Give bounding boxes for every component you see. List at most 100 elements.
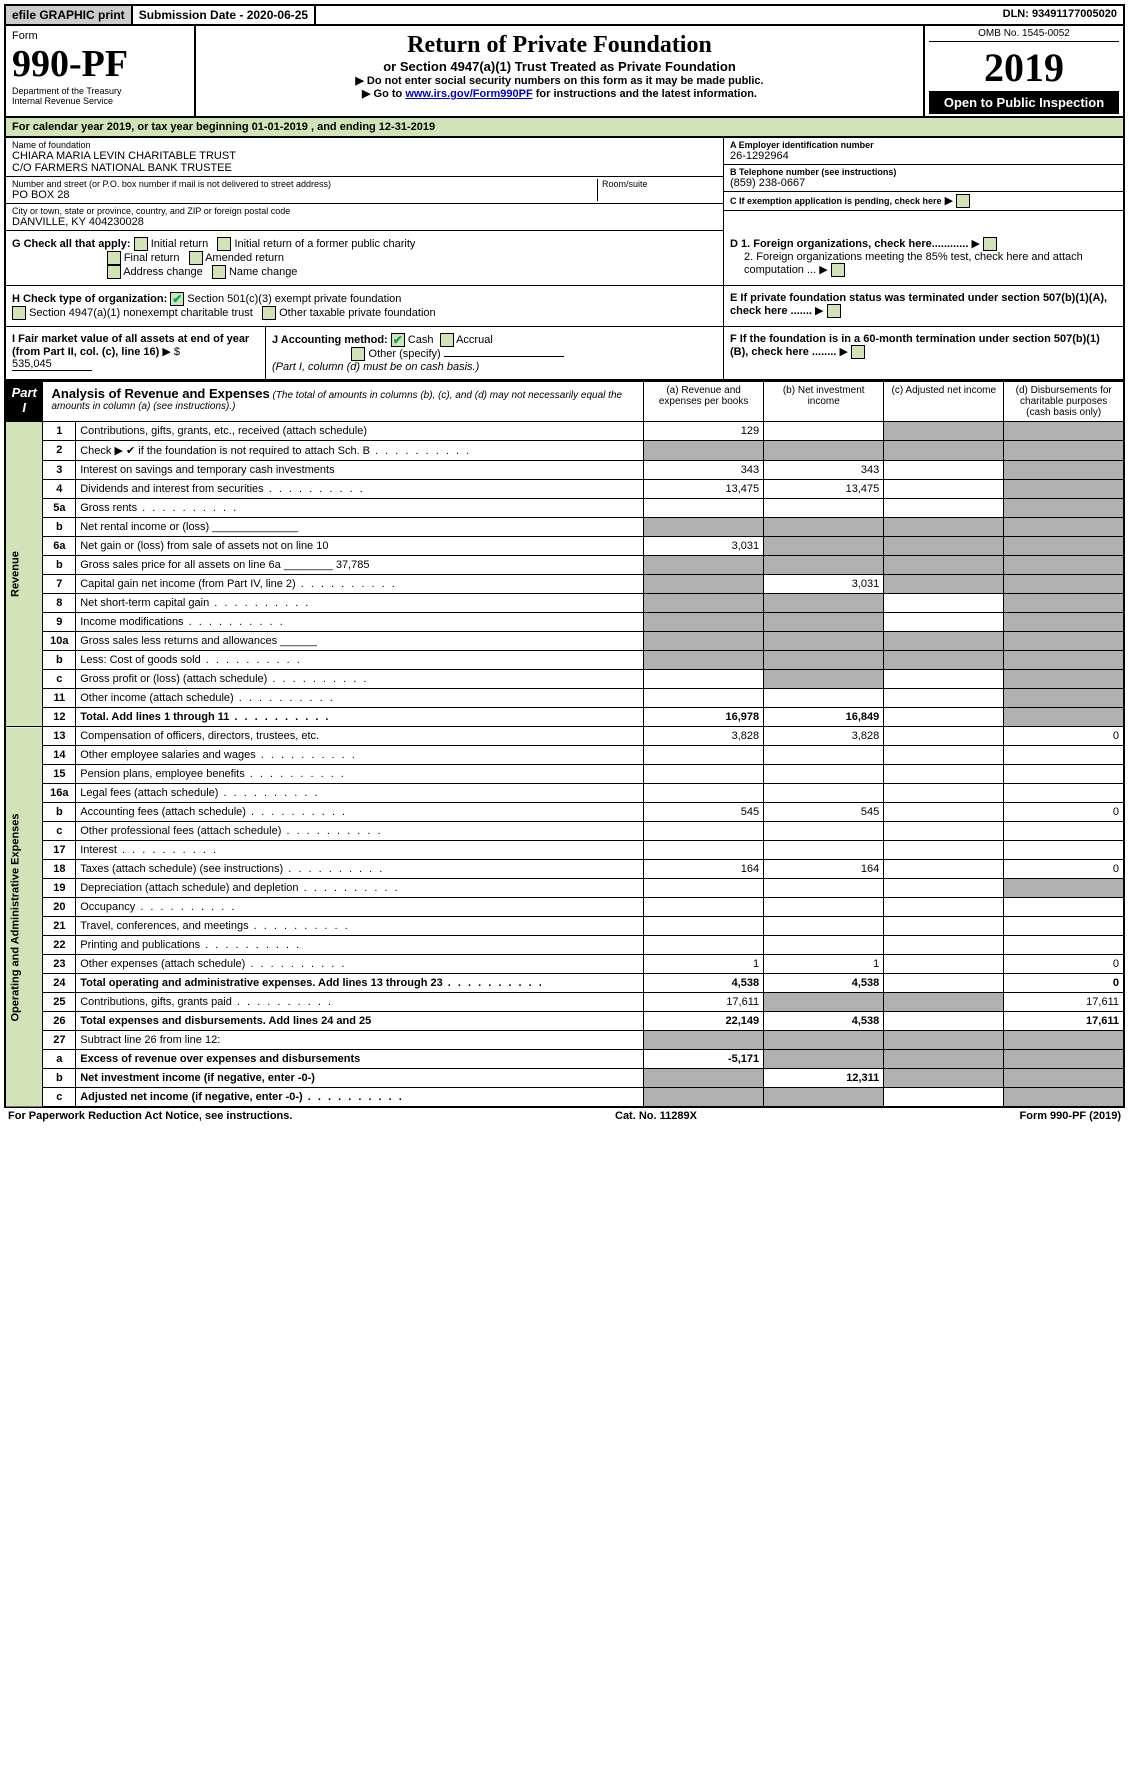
cell-value (644, 841, 764, 860)
section-label: Operating and Administrative Expenses (5, 727, 43, 1108)
line-description: Depreciation (attach schedule) and deple… (76, 879, 644, 898)
i-label: I Fair market value of all assets at end… (12, 333, 249, 358)
cell-shaded (884, 518, 1004, 537)
g-initial-checkbox[interactable] (134, 237, 148, 251)
cell-shaded (884, 651, 1004, 670)
cell-shaded (1004, 632, 1124, 651)
g-name-checkbox[interactable] (212, 265, 226, 279)
line-description: Less: Cost of goods sold (76, 651, 644, 670)
line-description: Travel, conferences, and meetings (76, 917, 644, 936)
cell-value: 12,311 (764, 1069, 884, 1088)
footer-right: Form 990-PF (2019) (1020, 1110, 1121, 1122)
efile-btn[interactable]: efile GRAPHIC print (6, 6, 133, 24)
cell-value: 1 (644, 955, 764, 974)
line-description: Compensation of officers, directors, tru… (76, 727, 644, 746)
line-number: 25 (43, 993, 76, 1012)
line-description: Net gain or (loss) from sale of assets n… (76, 537, 644, 556)
j-accrual-checkbox[interactable] (440, 333, 454, 347)
ein-label: A Employer identification number (730, 140, 1117, 150)
line-number: 11 (43, 689, 76, 708)
cell-shaded (884, 575, 1004, 594)
section-g-d: G Check all that apply: Initial return I… (4, 231, 1125, 286)
cell-shaded (1004, 670, 1124, 689)
cell-value (884, 898, 1004, 917)
cell-shaded (1004, 594, 1124, 613)
d2-checkbox[interactable] (831, 263, 845, 277)
line-number: b (43, 556, 76, 575)
instr-goto: ▶ Go to www.irs.gov/Form990PF for instru… (204, 87, 915, 100)
cell-value: 3,031 (764, 575, 884, 594)
cell-value: 17,611 (1004, 1012, 1124, 1031)
g-address-checkbox[interactable] (107, 265, 121, 279)
d1-checkbox[interactable] (983, 237, 997, 251)
cell-shaded (644, 1031, 764, 1050)
h-4947-checkbox[interactable] (12, 306, 26, 320)
cell-shaded (644, 1088, 764, 1108)
cell-value (764, 898, 884, 917)
line-description: Net investment income (if negative, ente… (76, 1069, 644, 1088)
c-checkbox[interactable] (956, 194, 970, 208)
j-cash-checkbox[interactable]: ✔ (391, 333, 405, 347)
line-number: 5a (43, 499, 76, 518)
omb-number: OMB No. 1545-0052 (929, 28, 1119, 42)
g-final-checkbox[interactable] (107, 251, 121, 265)
cell-value (644, 765, 764, 784)
cell-shaded (884, 993, 1004, 1012)
line-number: 1 (43, 422, 76, 441)
cell-shaded (884, 1031, 1004, 1050)
cell-value (1004, 898, 1124, 917)
cell-shaded (1004, 613, 1124, 632)
cell-value (884, 917, 1004, 936)
line-number: 10a (43, 632, 76, 651)
cell-value (764, 841, 884, 860)
cell-value (884, 613, 1004, 632)
line-description: Pension plans, employee benefits (76, 765, 644, 784)
e-checkbox[interactable] (827, 304, 841, 318)
cell-value: 3,031 (644, 537, 764, 556)
cell-value (764, 822, 884, 841)
irs-link[interactable]: www.irs.gov/Form990PF (405, 88, 532, 100)
h-501c3-checkbox[interactable]: ✔ (170, 292, 184, 306)
line-number: 23 (43, 955, 76, 974)
cell-value: 1 (764, 955, 884, 974)
col-c-header: (c) Adjusted net income (884, 382, 1004, 422)
h-other-checkbox[interactable] (262, 306, 276, 320)
cell-shaded (764, 518, 884, 537)
line-description: Contributions, gifts, grants, etc., rece… (76, 422, 644, 441)
g-amended-checkbox[interactable] (189, 251, 203, 265)
line-number: 17 (43, 841, 76, 860)
g-opt-0: Initial return (151, 238, 208, 250)
cell-shaded (1004, 556, 1124, 575)
top-bar: efile GRAPHIC print Submission Date - 20… (4, 4, 1125, 26)
f-checkbox[interactable] (851, 345, 865, 359)
cell-shaded (764, 1050, 884, 1069)
cell-value: 4,538 (644, 974, 764, 993)
street-address: PO BOX 28 (12, 189, 597, 201)
line-number: c (43, 1088, 76, 1108)
cell-value: 3,828 (764, 727, 884, 746)
cell-shaded (644, 556, 764, 575)
j-other-checkbox[interactable] (351, 347, 365, 361)
cell-shaded (644, 518, 764, 537)
line-description: Total. Add lines 1 through 11 (76, 708, 644, 727)
cell-shaded (764, 556, 884, 575)
form-label: Form (12, 30, 188, 42)
cell-value: 17,611 (1004, 993, 1124, 1012)
cell-shaded (644, 575, 764, 594)
cell-shaded (764, 993, 884, 1012)
line-description: Other employee salaries and wages (76, 746, 644, 765)
line-number: 2 (43, 441, 76, 461)
cell-shaded (1004, 1031, 1124, 1050)
dept-treasury: Department of the Treasury (12, 86, 188, 96)
cell-value (644, 670, 764, 689)
cell-value (644, 784, 764, 803)
cell-shaded (1004, 518, 1124, 537)
cell-value (764, 936, 884, 955)
cell-value (884, 936, 1004, 955)
foundation-name-2: C/O FARMERS NATIONAL BANK TRUSTEE (12, 162, 717, 174)
line-description: Total operating and administrative expen… (76, 974, 644, 993)
cell-value (764, 689, 884, 708)
cell-value (1004, 936, 1124, 955)
g-initial-former-checkbox[interactable] (217, 237, 231, 251)
cell-shaded (884, 556, 1004, 575)
